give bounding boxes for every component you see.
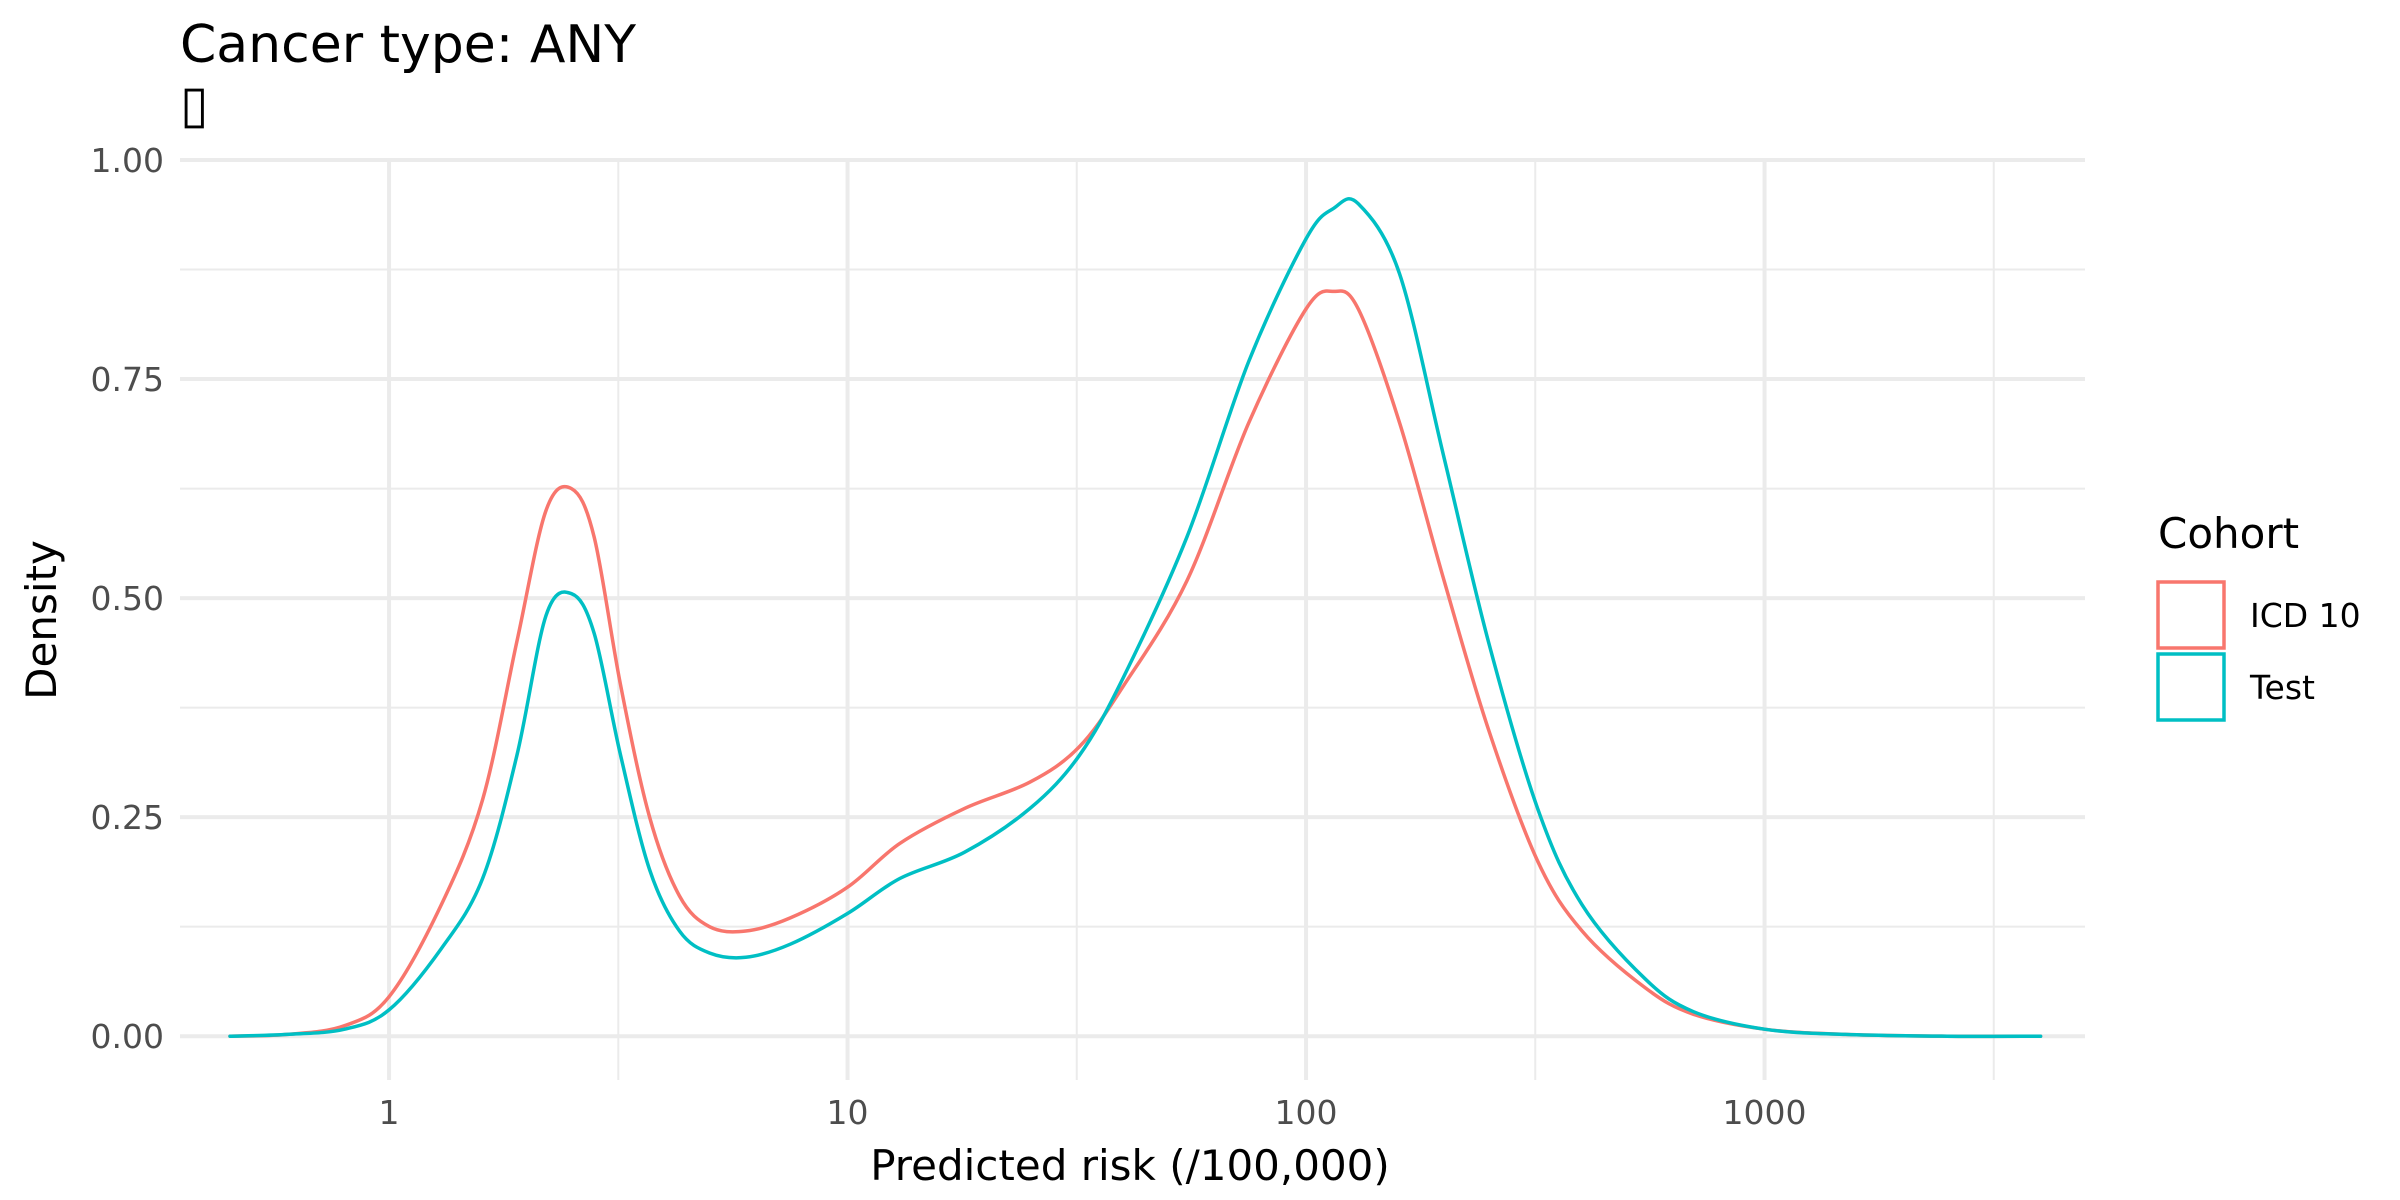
x-tick-label: 100	[1275, 1093, 1338, 1132]
y-axis-title: Density	[17, 540, 66, 700]
y-tick-label: 0.50	[91, 579, 164, 618]
legend-label: ICD 10	[2250, 596, 2361, 635]
series-line-icd-10	[228, 289, 2043, 1039]
x-tick-label: 1000	[1723, 1093, 1807, 1132]
subtitle-glyph: ▯	[180, 75, 209, 135]
x-tick-label: 1	[379, 1093, 400, 1132]
legend-item: ICD 10	[2156, 580, 2361, 650]
x-axis-title: Predicted risk (/100,000)	[870, 1141, 1390, 1190]
series-layer	[228, 197, 2043, 1039]
y-tick-label: 0.00	[91, 1017, 164, 1056]
series-line-test	[228, 197, 2043, 1039]
x-axis-ticks: 1 10 100 1000	[379, 1093, 1807, 1132]
legend-label: Test	[2249, 668, 2315, 707]
legend-item: Test	[2156, 652, 2315, 722]
y-axis-ticks: 0.00 0.25 0.50 0.75 1.00	[91, 141, 164, 1056]
y-tick-label: 1.00	[91, 141, 164, 180]
x-tick-label: 10	[827, 1093, 869, 1132]
y-tick-label: 0.75	[91, 360, 164, 399]
chart-title: Cancer type: ANY	[180, 15, 636, 75]
legend-title: Cohort	[2158, 509, 2299, 558]
legend: Cohort ICD 10 Test	[2156, 509, 2361, 722]
grid	[180, 158, 2085, 1080]
legend-key	[2156, 580, 2226, 650]
legend-key	[2156, 652, 2226, 722]
y-tick-label: 0.25	[91, 798, 164, 837]
